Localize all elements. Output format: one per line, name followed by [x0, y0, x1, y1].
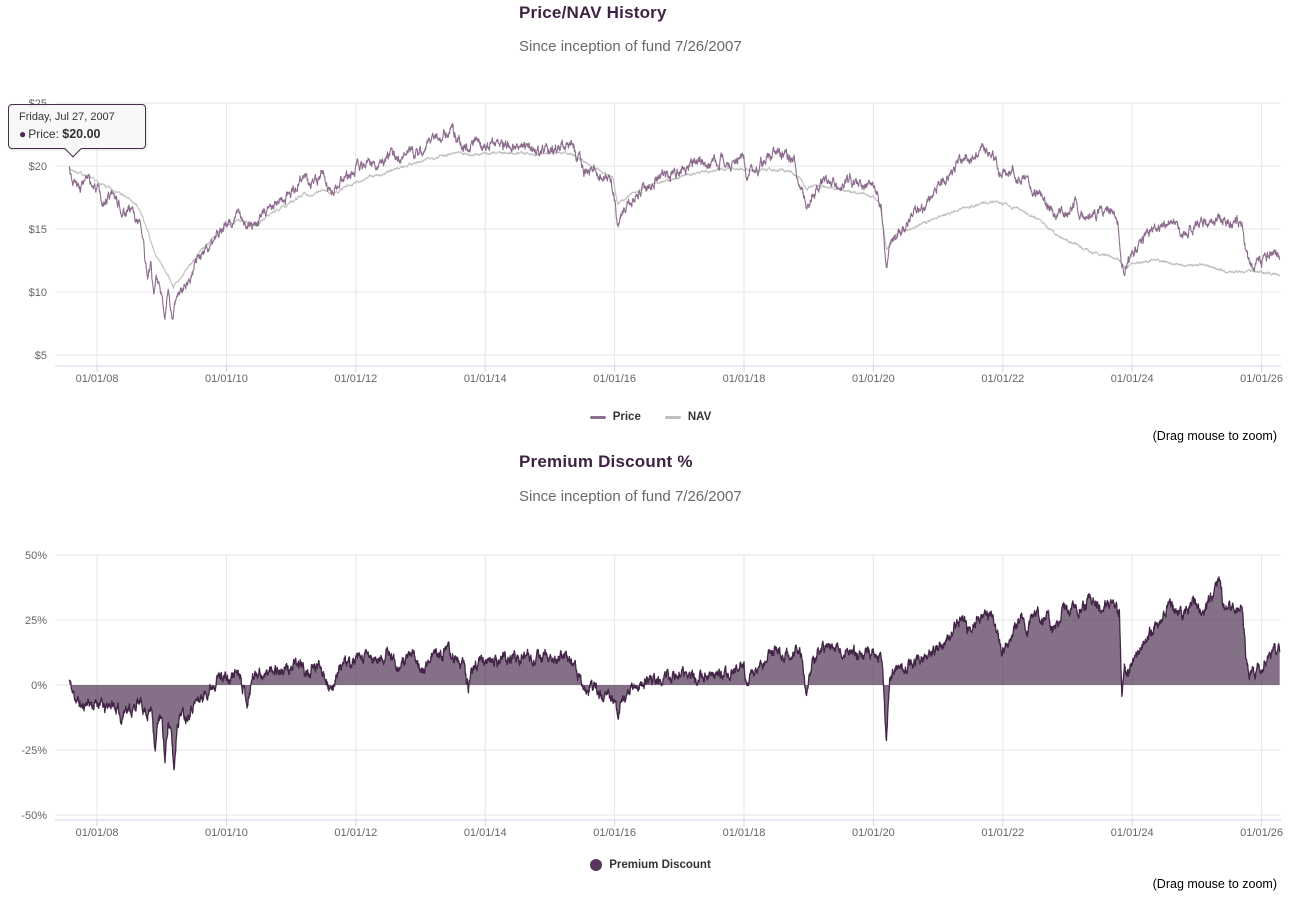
premium-discount-legend: Premium Discount [0, 859, 1301, 871]
y-axis-label: -25% [21, 745, 47, 757]
drag-zoom-hint-top: (Drag mouse to zoom) [1152, 429, 1277, 443]
x-axis-label: 01/01/18 [723, 827, 766, 839]
drag-zoom-hint-bottom: (Drag mouse to zoom) [1152, 877, 1277, 891]
x-axis-label: 01/01/14 [464, 373, 507, 385]
y-axis-label: 25% [25, 615, 47, 627]
x-axis-label: 01/01/20 [852, 827, 895, 839]
x-axis-label: 01/01/12 [334, 827, 377, 839]
chart-tooltip: Friday, Jul 27, 2007 ● Price: $20.00 [8, 104, 146, 157]
nav-series-line [68, 150, 1281, 289]
x-axis-label: 01/01/14 [464, 827, 507, 839]
x-axis-label: 01/01/20 [852, 373, 895, 385]
x-axis-label: 01/01/26 [1240, 373, 1283, 385]
legend-item-price[interactable]: Price [589, 411, 641, 423]
y-axis-label: 0% [31, 680, 47, 692]
price-nav-subtitle: Since inception of fund 7/26/2007 [519, 38, 742, 55]
price-line-swatch [589, 415, 606, 419]
premium-discount-subtitle: Since inception of fund 7/26/2007 [519, 488, 742, 505]
y-axis-label: 50% [25, 550, 47, 562]
x-axis-label: 01/01/18 [723, 373, 766, 385]
x-axis-label: 01/01/08 [76, 827, 119, 839]
x-axis-label: 01/01/22 [981, 827, 1024, 839]
x-axis-label: 01/01/10 [205, 373, 248, 385]
premium-discount-title: Premium Discount % [519, 452, 693, 471]
x-axis-label: 01/01/08 [76, 373, 119, 385]
legend-label-nav: NAV [687, 411, 712, 423]
tooltip-date: Friday, Jul 27, 2007 [19, 111, 115, 123]
price-series-line [68, 123, 1281, 320]
legend-label-price: Price [612, 411, 641, 423]
x-axis-label: 01/01/24 [1111, 827, 1154, 839]
legend-item-premium-discount[interactable]: Premium Discount [590, 859, 711, 871]
x-axis-label: 01/01/26 [1240, 827, 1283, 839]
y-axis-label: $10 [29, 287, 47, 299]
series-marker-icon: ● [19, 127, 27, 141]
x-axis-label: 01/01/22 [981, 373, 1024, 385]
x-axis-label: 01/01/24 [1111, 373, 1154, 385]
price-nav-legend: Price NAV [0, 411, 1301, 423]
price-nav-plot-area[interactable]: 01/01/08 01/01/10 01/01/12 01/01/14 01/01/16… [29, 98, 1283, 385]
tooltip-series-label: Price: [28, 127, 59, 141]
y-axis-label: $5 [35, 350, 47, 362]
y-axis-label: $20 [29, 161, 47, 173]
legend-item-nav[interactable]: NAV [664, 411, 712, 423]
x-axis-label: 01/01/16 [593, 827, 636, 839]
y-axis-label: $15 [29, 224, 47, 236]
x-axis-label: 01/01/12 [334, 373, 377, 385]
premium-discount-area-fill [69, 576, 1280, 770]
x-axis-label: 01/01/16 [593, 373, 636, 385]
legend-label-premium-discount: Premium Discount [609, 859, 711, 871]
tooltip-price-row: ● Price: $20.00 [19, 127, 135, 141]
nav-line-swatch [664, 415, 681, 419]
tooltip-value: $20.00 [62, 127, 101, 141]
premium-discount-line [68, 576, 1281, 771]
premium-discount-plot-area[interactable]: 01/01/08 01/01/10 01/01/12 01/01/14 01/01/16… [21, 550, 1283, 839]
y-axis-label: -50% [21, 810, 47, 822]
price-nav-title: Price/NAV History [519, 3, 667, 22]
x-axis-label: 01/01/10 [205, 827, 248, 839]
premium-discount-swatch [590, 859, 603, 871]
